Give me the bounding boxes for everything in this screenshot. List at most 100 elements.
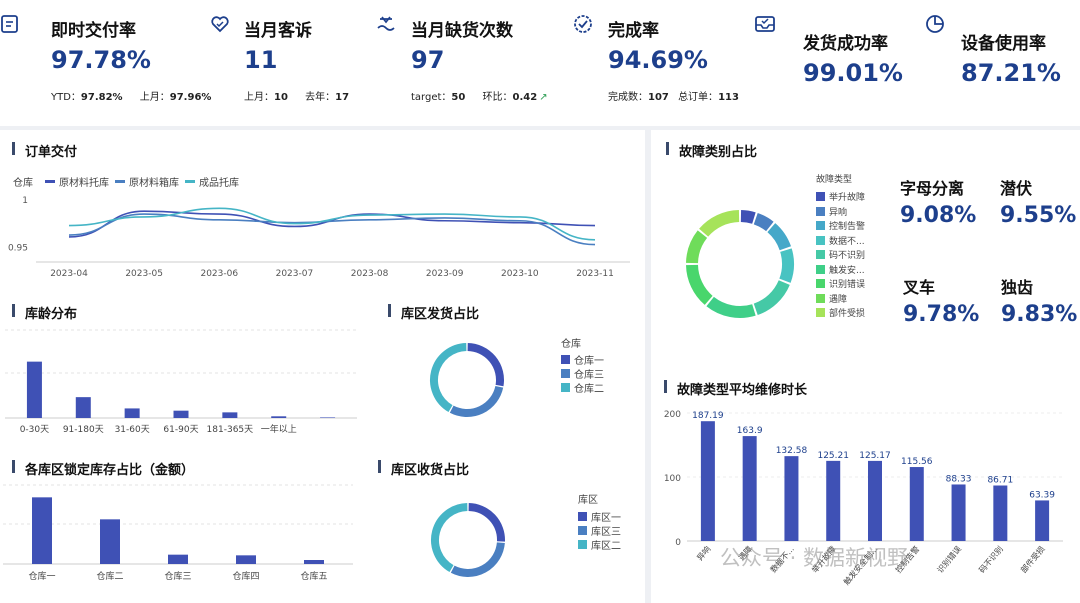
kpi-bar: 即时交付率 97.78% YTD：97.82% 上月：97.96% 当月客诉 1…: [0, 0, 1080, 126]
bar: [993, 485, 1008, 541]
document-icon: [0, 14, 20, 34]
legend-swatch: [816, 308, 825, 317]
inbox-icon: [754, 14, 775, 34]
donut-slice: [431, 503, 468, 573]
x-tick-label: 2023-08: [351, 269, 389, 279]
legend-item: 仓库二: [561, 380, 604, 395]
kpi-sub-label: YTD：: [51, 92, 81, 103]
x-tick-label: 码不识别: [977, 545, 1004, 575]
x-tick-label: 仓库四: [232, 570, 259, 582]
x-tick-label: 异响: [694, 544, 712, 563]
data-label: 88.33: [946, 474, 972, 484]
legend-swatch: [816, 221, 825, 230]
kpi-title: 当月客诉: [244, 21, 312, 41]
x-tick-label: 181-365天: [207, 425, 254, 435]
order-delivery-legend: 仓库 原材料托库 原材料箱库 成品托库: [13, 174, 239, 189]
right-panel: 故障类别占比 故障类型 举升故障 异响 控制告警 数据不... 码不识别 触发安... 识别…: [651, 130, 1080, 603]
legend-title: 故障类型: [816, 175, 853, 185]
bar: [124, 408, 140, 418]
y-tick-label: 0: [675, 538, 681, 548]
section-title-lock-share: 各库区锁定库存占比（金额）: [12, 459, 194, 478]
legend-swatch: [816, 250, 825, 259]
kpi-sub-value: 107: [648, 92, 669, 103]
legend-label: 码不识别: [829, 251, 866, 261]
donut-slice: [753, 212, 774, 232]
kpi-sub-label: 上月：: [139, 92, 170, 103]
legend-item: 库区一: [578, 509, 621, 524]
badge-check-icon: [573, 14, 593, 34]
x-tick-label: 2023-05: [125, 269, 163, 279]
legend-swatch: [816, 264, 825, 274]
donut-slice: [753, 279, 790, 316]
metric-label: 叉车: [903, 278, 936, 297]
section-title-recv-share: 库区收货占比: [378, 459, 469, 478]
series-line: [68, 210, 596, 238]
legend-label: 原材料箱库: [129, 178, 179, 189]
bar: [742, 436, 757, 541]
kpi-sub: 完成数：107 总订单：113: [608, 88, 753, 103]
bar: [304, 560, 324, 564]
lock-share-bar-chart: 仓库一 仓库二 仓库三 仓库四 仓库五: [3, 484, 353, 582]
legend-swatch: [816, 235, 825, 245]
legend-swatch: [816, 206, 825, 216]
legend-label: 异响: [829, 207, 848, 218]
legend-label: 原材料托库: [59, 178, 109, 189]
recv-share-donut: [431, 503, 505, 577]
y-tick-label: 200: [664, 410, 681, 420]
legend-title: 仓库: [561, 339, 581, 350]
metric-label: 潜伏: [1000, 179, 1033, 198]
kpi-sub-label: 去年：: [305, 92, 336, 103]
legend-label: 识别错误: [829, 280, 866, 290]
x-tick-label: 0-30天: [20, 425, 49, 435]
x-tick-label: 2023-04: [50, 269, 88, 279]
kpi-sub-value: 17: [335, 92, 350, 103]
donut-slice: [699, 210, 740, 237]
metric-label: 字母分离: [900, 179, 965, 198]
x-tick-label: 识别错误: [935, 544, 963, 575]
kpi-sub-label: 完成数：: [608, 92, 648, 103]
kpi-title: 设备使用率: [961, 34, 1046, 54]
legend-item: 识别错误: [816, 277, 865, 290]
metric-label: 独齿: [1001, 278, 1034, 297]
x-tick-label: 2023-10: [501, 269, 539, 279]
y-tick-label: 0.95: [8, 243, 28, 253]
x-tick-label: 仓库三: [164, 570, 191, 582]
x-tick-label: 2023-11: [576, 269, 614, 279]
section-title-order-delivery: 订单交付: [12, 141, 77, 160]
watermark: 公众号 · 数据新视野: [720, 546, 909, 570]
donut-slice: [686, 230, 708, 264]
bar: [951, 484, 966, 541]
data-label: 132.58: [776, 446, 808, 456]
legend-swatch: [816, 293, 825, 303]
legend-label: 数据不...: [829, 236, 865, 247]
x-tick-label: 2023-06: [200, 269, 238, 279]
bar: [173, 410, 189, 418]
x-tick-label: 2023-07: [276, 269, 314, 279]
metric-value: 9.08%: [900, 203, 977, 228]
legend-item: 举升故障: [816, 190, 865, 203]
legend-swatch: [816, 192, 825, 201]
data-label: 115.56: [901, 457, 933, 467]
series-line: [68, 207, 596, 241]
x-tick-label: 部件受损: [1018, 544, 1046, 575]
bar: [26, 361, 42, 418]
order-delivery-line-chart: 0.95 1 2023-04 2023-05 2023-06 2023-07 2023-08…: [8, 196, 630, 279]
x-tick-label: 2023-09: [426, 269, 464, 279]
pie-chart-icon: [925, 14, 945, 34]
kpi-value: 87.21%: [961, 59, 1061, 87]
donut-slice: [779, 248, 794, 283]
bar: [222, 412, 238, 418]
kpi-title: 当月缺货次数: [411, 21, 513, 41]
donut-slice: [430, 343, 467, 413]
donut-slice: [449, 385, 504, 417]
kpi-sub-value: 10: [274, 92, 288, 103]
donut-slice: [686, 264, 713, 305]
kpi-sub-value: 0.42: [512, 92, 538, 103]
kpi-sub-label: 环比：: [482, 92, 513, 103]
legend-item: 库区二: [578, 537, 621, 552]
bar: [826, 460, 841, 541]
legend-title: 仓库: [13, 178, 33, 189]
kpi-title: 即时交付率: [51, 21, 136, 41]
y-tick-label: 100: [664, 474, 681, 484]
donut-slice: [706, 296, 756, 318]
